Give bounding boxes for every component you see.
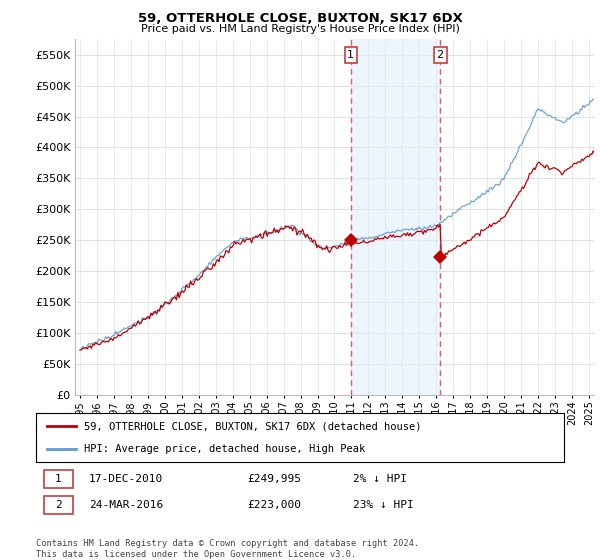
- Text: 2: 2: [437, 50, 444, 60]
- Text: 1: 1: [347, 50, 354, 60]
- FancyBboxPatch shape: [44, 470, 73, 488]
- Text: 59, OTTERHOLE CLOSE, BUXTON, SK17 6DX: 59, OTTERHOLE CLOSE, BUXTON, SK17 6DX: [137, 12, 463, 25]
- FancyBboxPatch shape: [44, 496, 73, 514]
- Text: 23% ↓ HPI: 23% ↓ HPI: [353, 500, 413, 510]
- Text: £223,000: £223,000: [247, 500, 301, 510]
- Text: 2: 2: [55, 500, 62, 510]
- Text: Contains HM Land Registry data © Crown copyright and database right 2024.
This d: Contains HM Land Registry data © Crown c…: [36, 539, 419, 559]
- Text: 1: 1: [55, 474, 62, 484]
- Text: 59, OTTERHOLE CLOSE, BUXTON, SK17 6DX (detached house): 59, OTTERHOLE CLOSE, BUXTON, SK17 6DX (d…: [83, 421, 421, 431]
- Text: HPI: Average price, detached house, High Peak: HPI: Average price, detached house, High…: [83, 444, 365, 454]
- Bar: [351, 39, 440, 395]
- Text: 2% ↓ HPI: 2% ↓ HPI: [353, 474, 407, 484]
- Text: 17-DEC-2010: 17-DEC-2010: [89, 474, 163, 484]
- Text: 24-MAR-2016: 24-MAR-2016: [89, 500, 163, 510]
- Text: £249,995: £249,995: [247, 474, 301, 484]
- Text: Price paid vs. HM Land Registry's House Price Index (HPI): Price paid vs. HM Land Registry's House …: [140, 24, 460, 34]
